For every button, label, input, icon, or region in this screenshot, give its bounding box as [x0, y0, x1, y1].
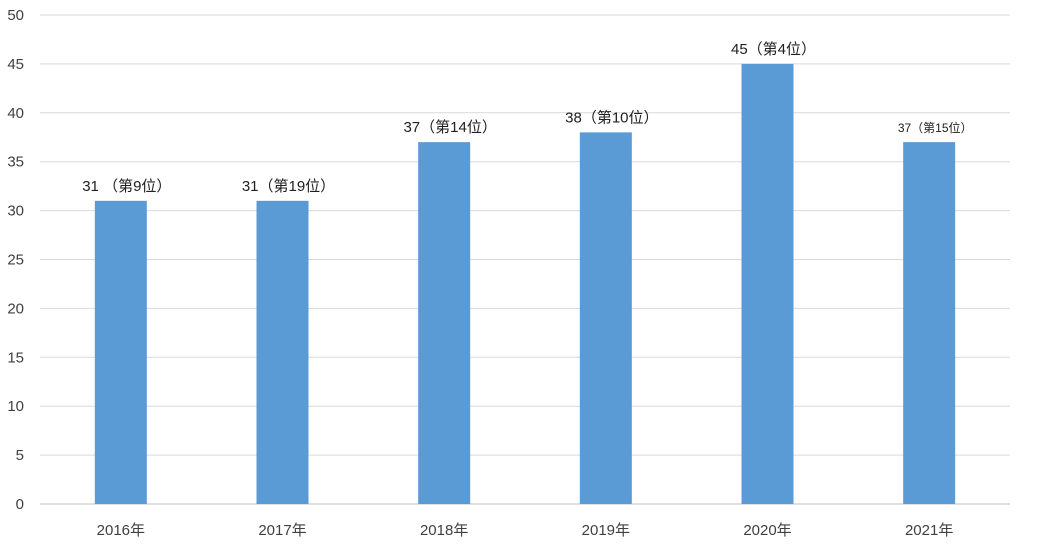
y-tick-label: 20	[7, 300, 24, 317]
data-label: 37（第14位）	[403, 118, 496, 136]
data-label: 31（第19位）	[242, 177, 335, 195]
y-tick-label: 25	[7, 252, 24, 269]
y-tick-label: 50	[7, 7, 24, 24]
x-tick-label: 2019年	[582, 522, 630, 539]
y-tick-label: 45	[7, 56, 24, 73]
bar	[579, 132, 632, 505]
bar	[94, 200, 147, 504]
x-axis-ticks: 2016年 2017年 2018年 2019年 2020年 2021年	[97, 522, 954, 539]
y-tick-label: 35	[7, 154, 24, 171]
gridlines	[40, 14, 1010, 505]
x-tick-label: 2021年	[905, 522, 953, 539]
bar	[418, 142, 471, 504]
bars	[94, 63, 956, 505]
bar	[256, 200, 309, 504]
y-tick-label: 40	[7, 105, 24, 122]
data-label: 31 （第9位）	[82, 177, 171, 195]
y-tick-label: 5	[16, 447, 24, 464]
data-label: 38（第10位）	[565, 108, 658, 126]
x-tick-label: 2020年	[743, 522, 791, 539]
bar	[741, 63, 794, 505]
bar	[903, 142, 956, 504]
y-tick-label: 0	[16, 496, 24, 513]
x-tick-label: 2016年	[97, 522, 145, 539]
y-tick-label: 15	[7, 349, 24, 366]
x-tick-label: 2017年	[258, 522, 306, 539]
y-tick-label: 30	[7, 203, 24, 220]
x-tick-label: 2018年	[420, 522, 468, 539]
data-labels: 31 （第9位） 31（第19位） 37（第14位） 38（第10位） 45（第4位） 3…	[82, 40, 972, 195]
y-tick-label: 10	[7, 398, 24, 415]
data-label: 37（第15位）	[898, 120, 973, 135]
data-label: 45（第4位）	[731, 40, 816, 58]
y-axis-ticks: 0 5 10 15 20 25 30 35 40 45 50	[7, 7, 24, 513]
